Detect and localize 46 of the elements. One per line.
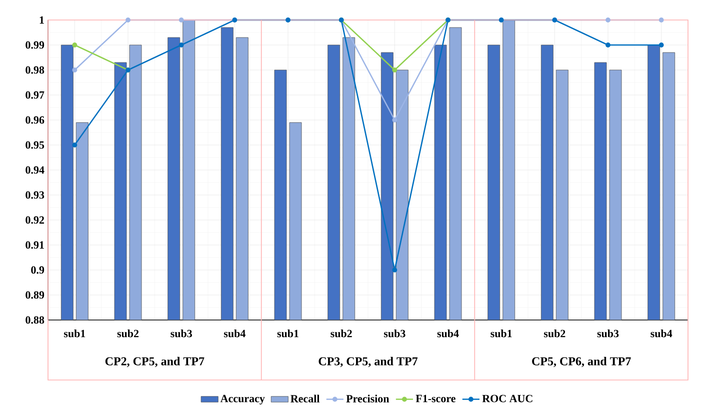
x-tick-label: sub2 bbox=[330, 330, 352, 338]
text: CP5, CP6, and TP7 bbox=[532, 356, 631, 368]
point bbox=[658, 18, 664, 22]
point bbox=[392, 118, 398, 122]
x-tick-label: sub3 bbox=[170, 330, 192, 338]
point bbox=[72, 142, 78, 148]
point bbox=[606, 18, 610, 22]
x-tick-label: sub3 bbox=[384, 330, 406, 338]
x-tick-label: sub2 bbox=[117, 330, 139, 338]
x-tick-label: sub1 bbox=[64, 330, 86, 338]
y-tick-label: 0.96 bbox=[26, 116, 44, 124]
legend-label: ROC AUC bbox=[482, 394, 532, 402]
y-tick-label: 1 bbox=[40, 16, 44, 24]
y-tick-label: 0.97 bbox=[26, 91, 44, 99]
point bbox=[178, 42, 184, 48]
y-tick-label: 0.92 bbox=[26, 216, 44, 224]
y-tick-label: 0.91 bbox=[26, 241, 44, 249]
legend-label: F1-score bbox=[416, 394, 456, 402]
legend-label: Precision bbox=[346, 394, 390, 402]
legend-label: Recall bbox=[290, 394, 320, 402]
x-tick-label: sub4 bbox=[224, 330, 246, 338]
y-tick-label: 0.94 bbox=[26, 166, 44, 174]
legend-label: Accuracy bbox=[220, 394, 265, 404]
x-tick-label: sub3 bbox=[597, 330, 619, 338]
y-tick-label: 0.9 bbox=[31, 266, 44, 274]
y-tick-label: 0.99 bbox=[26, 41, 44, 49]
text: CP3, CP5, and TP7 bbox=[318, 356, 418, 368]
point bbox=[126, 18, 130, 22]
y-tick-label: 0.89 bbox=[26, 291, 44, 299]
x-tick-label: sub2 bbox=[544, 330, 566, 338]
y-tick-label: 0.95 bbox=[26, 141, 44, 149]
point bbox=[178, 18, 184, 22]
y-tick-label: 0.93 bbox=[26, 191, 44, 199]
point bbox=[606, 42, 610, 48]
point bbox=[392, 268, 398, 272]
x-tick-label: sub4 bbox=[650, 330, 672, 338]
text: CP2, CP5, and TP7 bbox=[105, 356, 204, 368]
x-tick-label: sub1 bbox=[490, 330, 512, 338]
point bbox=[72, 68, 78, 72]
y-tick-label: 0.88 bbox=[26, 316, 44, 324]
x-tick-label: sub4 bbox=[437, 330, 459, 338]
point bbox=[392, 68, 398, 72]
y-tick-label: 0.98 bbox=[26, 66, 44, 74]
x-tick-label: sub1 bbox=[277, 330, 298, 338]
point bbox=[72, 42, 78, 48]
point bbox=[658, 42, 664, 48]
